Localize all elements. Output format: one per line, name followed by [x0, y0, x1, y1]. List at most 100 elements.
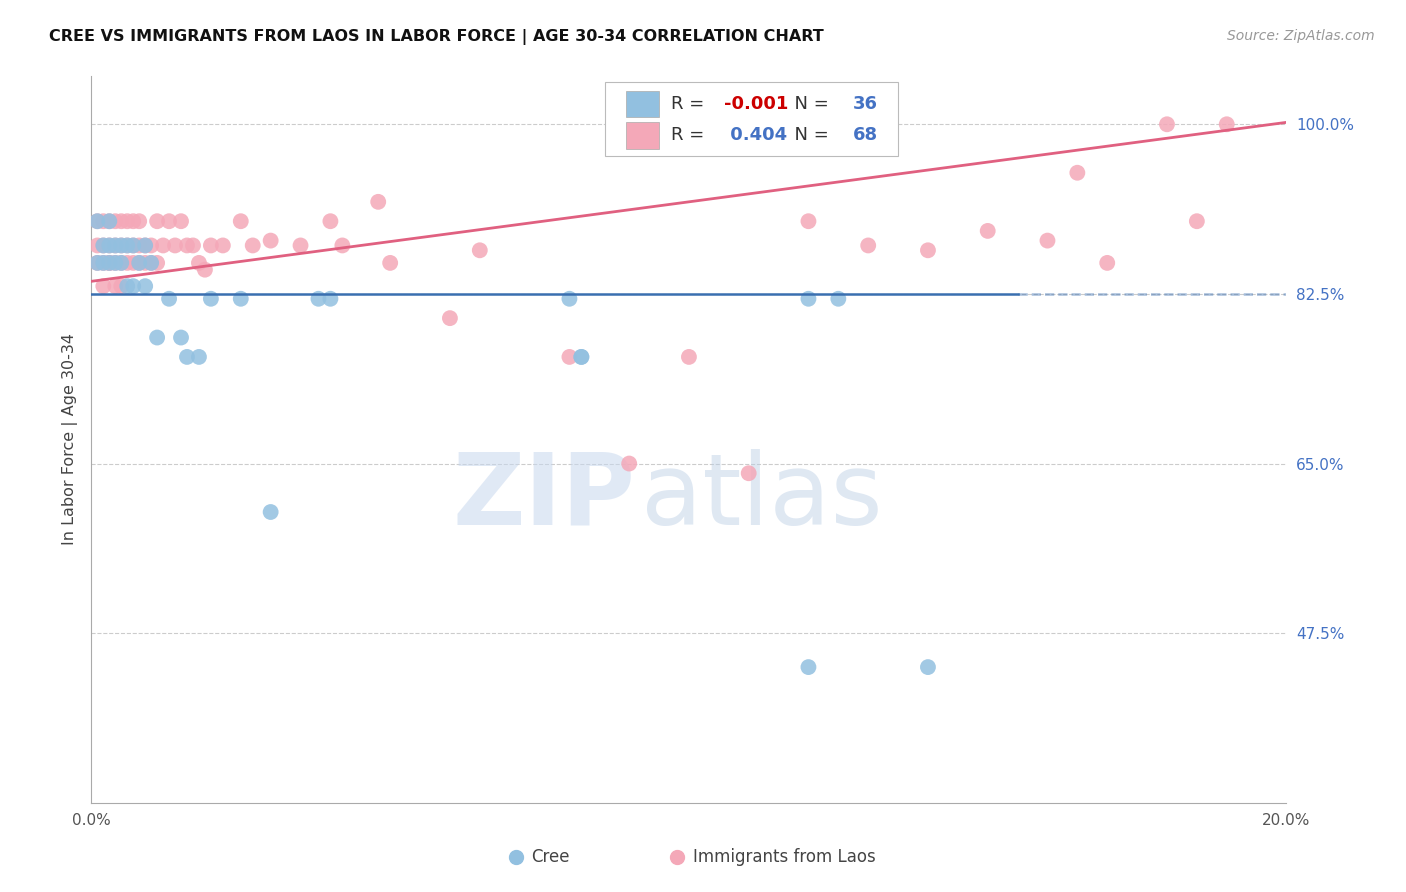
Point: [157, 292, 180, 306]
Point: [146, 256, 169, 270]
Text: ZIP: ZIP: [453, 449, 636, 546]
Point: [98, 238, 121, 252]
Point: [110, 256, 132, 270]
Point: [98, 256, 121, 270]
Point: [170, 214, 193, 228]
Point: [211, 238, 233, 252]
Point: [170, 330, 193, 344]
Point: [797, 214, 820, 228]
Text: Cree: Cree: [531, 848, 569, 866]
Point: [146, 330, 169, 344]
FancyBboxPatch shape: [626, 91, 659, 117]
Point: [1156, 117, 1178, 131]
Point: [98, 214, 121, 228]
Point: [439, 311, 461, 326]
Point: [163, 238, 186, 252]
Point: [141, 256, 163, 270]
Point: [737, 467, 759, 481]
Point: [115, 238, 138, 252]
Point: [115, 238, 138, 252]
Point: [229, 292, 252, 306]
Point: [558, 350, 581, 364]
Point: [367, 194, 389, 209]
Point: [134, 238, 156, 252]
Point: [678, 350, 700, 364]
Point: [146, 214, 169, 228]
Point: [110, 279, 132, 293]
Point: [188, 256, 211, 270]
Point: [332, 238, 354, 252]
Point: [128, 238, 150, 252]
Point: [976, 224, 998, 238]
Text: R =: R =: [671, 95, 710, 113]
Point: [319, 214, 342, 228]
Point: [797, 660, 820, 674]
Point: [558, 292, 581, 306]
Point: [122, 238, 145, 252]
Point: [93, 256, 115, 270]
Point: [110, 238, 132, 252]
Point: [229, 214, 252, 228]
Point: [110, 256, 132, 270]
Point: [200, 292, 222, 306]
Point: [128, 256, 150, 270]
Point: [104, 214, 127, 228]
Point: [104, 256, 127, 270]
Point: [194, 262, 217, 277]
Text: CREE VS IMMIGRANTS FROM LAOS IN LABOR FORCE | AGE 30-34 CORRELATION CHART: CREE VS IMMIGRANTS FROM LAOS IN LABOR FO…: [49, 29, 824, 45]
Point: [122, 214, 145, 228]
Point: [104, 279, 127, 293]
Point: [468, 244, 491, 258]
Text: atlas: atlas: [641, 449, 883, 546]
Point: [86, 256, 108, 270]
Point: [571, 350, 593, 364]
Point: [104, 256, 127, 270]
Point: [122, 238, 145, 252]
Point: [176, 238, 198, 252]
Point: [86, 214, 108, 228]
Text: R =: R =: [671, 127, 710, 145]
Point: [98, 256, 121, 270]
Point: [110, 238, 132, 252]
Point: [259, 234, 281, 248]
Point: [93, 256, 115, 270]
Point: [917, 244, 939, 258]
Point: [307, 292, 329, 306]
Point: [181, 238, 204, 252]
Point: [115, 214, 138, 228]
Text: N =: N =: [783, 127, 835, 145]
Text: Source: ZipAtlas.com: Source: ZipAtlas.com: [1227, 29, 1375, 43]
Text: N =: N =: [783, 95, 835, 113]
Point: [134, 238, 156, 252]
Point: [176, 350, 198, 364]
Point: [122, 279, 145, 293]
Text: 36: 36: [852, 95, 877, 113]
Point: [141, 238, 163, 252]
Point: [797, 292, 820, 306]
Point: [1185, 214, 1208, 228]
Point: [128, 214, 150, 228]
Point: [86, 214, 108, 228]
Point: [141, 256, 163, 270]
Point: [128, 256, 150, 270]
Point: [93, 214, 115, 228]
Text: 68: 68: [852, 127, 877, 145]
Y-axis label: In Labor Force | Age 30-34: In Labor Force | Age 30-34: [62, 334, 77, 545]
Point: [98, 214, 121, 228]
Point: [86, 256, 108, 270]
Point: [1216, 117, 1239, 131]
Point: [827, 292, 849, 306]
Point: [188, 350, 211, 364]
Point: [1036, 234, 1059, 248]
Point: [104, 238, 127, 252]
Point: [1066, 166, 1088, 180]
Point: [152, 238, 174, 252]
Point: [619, 457, 641, 471]
Point: [134, 279, 156, 293]
Point: [134, 256, 156, 270]
Point: [259, 505, 281, 519]
Point: [917, 660, 939, 674]
Text: Immigrants from Laos: Immigrants from Laos: [693, 848, 876, 866]
Point: [319, 292, 342, 306]
Point: [93, 238, 115, 252]
